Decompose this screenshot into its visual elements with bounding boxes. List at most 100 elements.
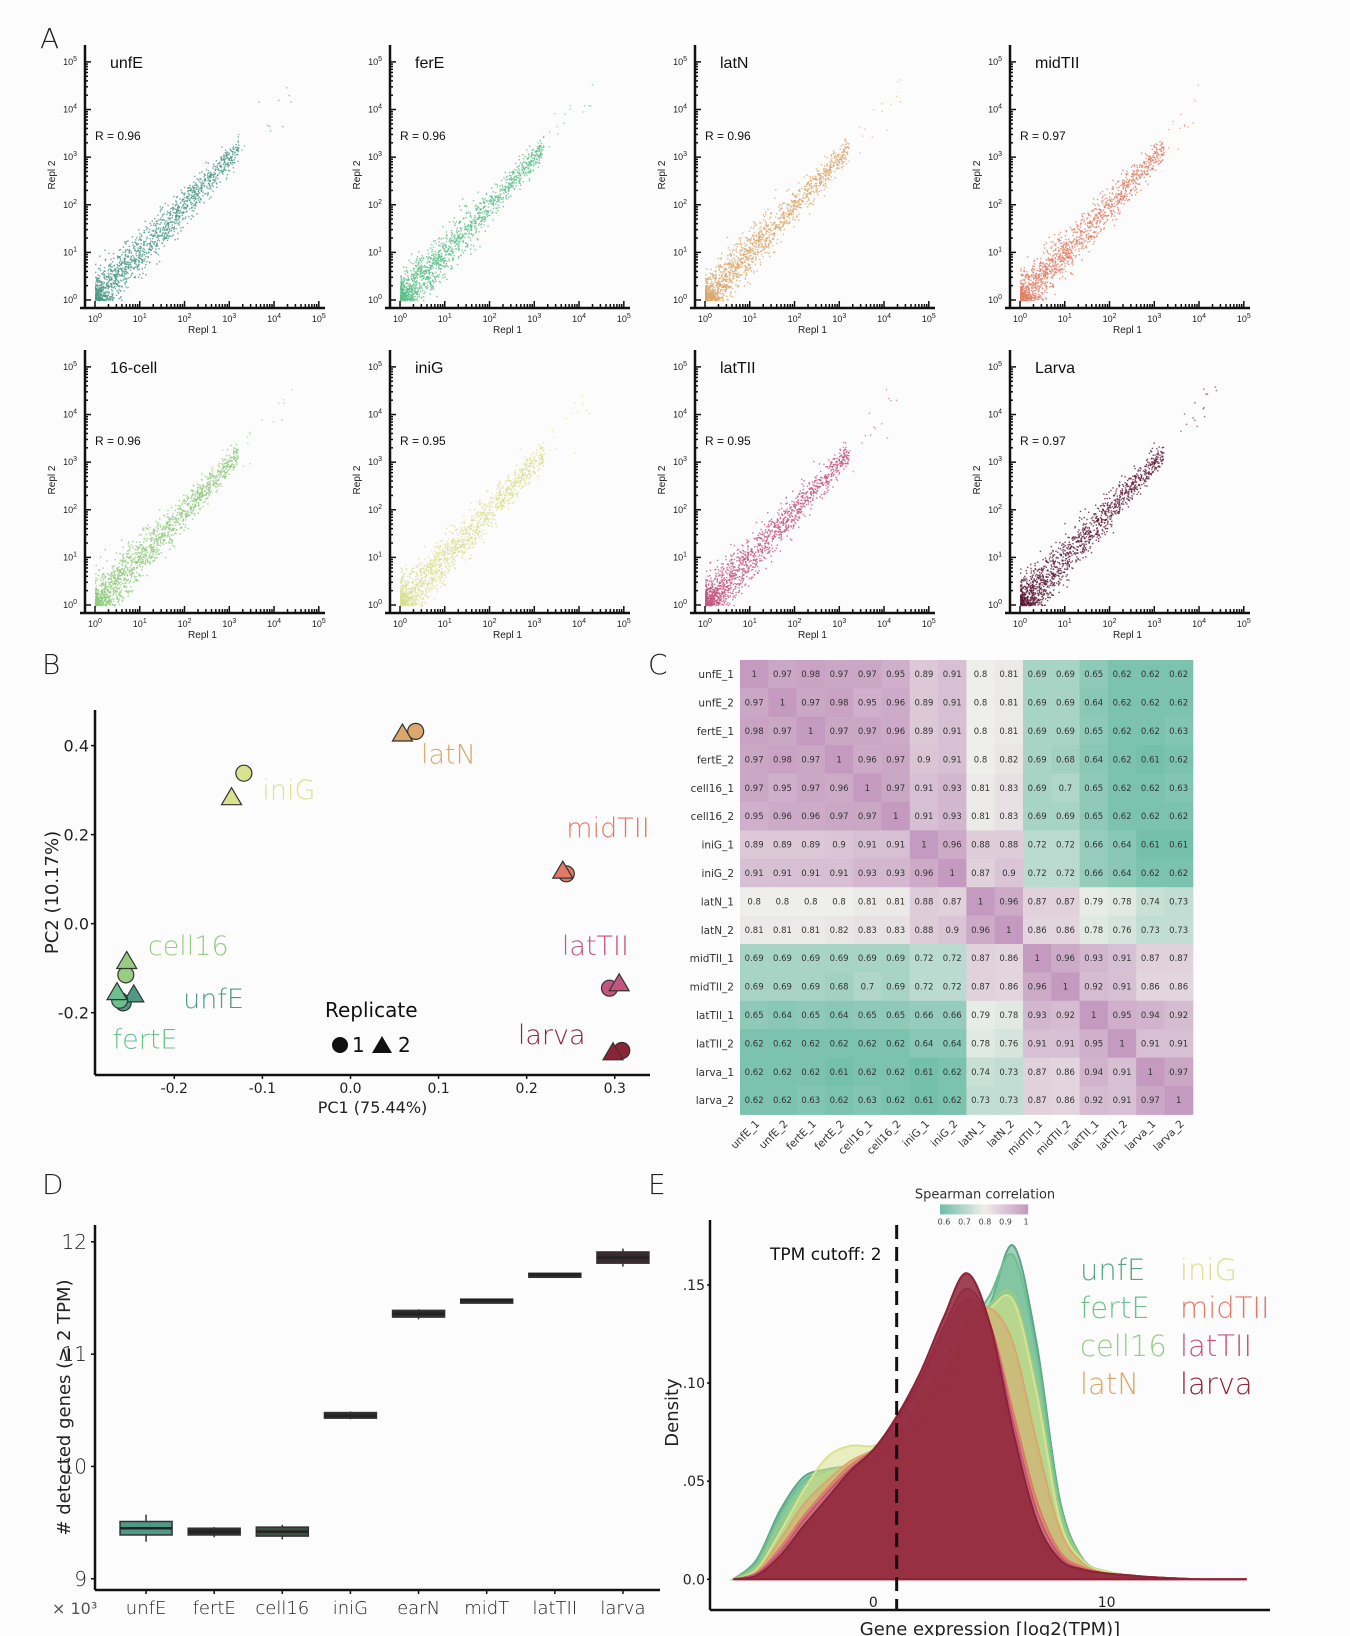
data-point xyxy=(478,211,480,213)
data-point xyxy=(1037,295,1040,298)
data-point xyxy=(95,276,97,279)
data-point xyxy=(758,237,761,240)
data-point xyxy=(754,246,756,248)
data-point xyxy=(109,265,112,267)
data-point xyxy=(401,282,403,284)
data-point xyxy=(792,213,794,216)
data-point xyxy=(510,184,512,186)
data-point xyxy=(839,157,841,159)
data-point xyxy=(470,239,472,241)
data-point xyxy=(835,158,837,160)
data-point xyxy=(758,233,760,235)
data-point xyxy=(714,270,717,273)
data-point xyxy=(822,168,825,170)
data-point xyxy=(538,150,540,152)
data-point xyxy=(462,198,464,200)
data-point xyxy=(143,240,145,243)
data-point xyxy=(810,192,812,194)
data-point xyxy=(1155,160,1157,163)
y-tick-label: 104 xyxy=(63,104,77,115)
data-point xyxy=(442,242,444,244)
data-point xyxy=(170,211,172,213)
data-point xyxy=(755,256,757,258)
data-point xyxy=(131,236,134,238)
data-point xyxy=(795,209,798,211)
data-point xyxy=(116,263,118,265)
data-point xyxy=(410,294,412,296)
data-point xyxy=(706,299,708,302)
data-point xyxy=(1027,282,1030,284)
data-point xyxy=(535,154,537,156)
data-point xyxy=(786,222,788,224)
data-point xyxy=(442,259,444,261)
data-point xyxy=(437,253,439,256)
data-point xyxy=(783,217,785,219)
y-tick-label: 100 xyxy=(673,294,687,305)
data-point xyxy=(445,241,447,243)
data-point xyxy=(412,286,415,288)
data-point xyxy=(539,155,541,157)
data-point xyxy=(760,246,762,248)
data-point xyxy=(123,271,125,273)
data-point xyxy=(468,211,470,213)
data-point xyxy=(435,242,437,245)
data-point xyxy=(183,199,185,201)
subplot-title: unfE xyxy=(110,55,143,72)
data-point xyxy=(1108,199,1110,201)
data-point xyxy=(414,290,416,293)
data-point xyxy=(1045,298,1047,300)
data-point xyxy=(136,267,138,269)
data-point xyxy=(426,262,428,264)
data-point xyxy=(818,170,820,172)
data-point xyxy=(1080,229,1082,232)
data-point xyxy=(1123,180,1126,182)
data-point xyxy=(181,214,183,217)
data-point xyxy=(187,197,189,199)
data-point xyxy=(543,135,545,138)
data-point xyxy=(407,274,409,277)
data-point xyxy=(126,249,129,251)
data-point xyxy=(759,250,762,253)
data-point xyxy=(824,171,826,174)
data-point xyxy=(824,174,826,176)
data-point xyxy=(419,271,421,273)
data-point xyxy=(125,281,127,283)
data-point xyxy=(421,255,423,257)
data-point xyxy=(421,261,423,263)
data-point xyxy=(762,256,764,258)
data-point xyxy=(734,291,737,293)
data-point xyxy=(815,187,817,189)
data-point xyxy=(1053,265,1055,268)
data-point xyxy=(1085,239,1087,242)
data-point xyxy=(1096,223,1098,225)
data-point xyxy=(178,215,181,218)
data-point xyxy=(1076,225,1078,228)
data-point xyxy=(435,258,437,260)
data-point xyxy=(1106,219,1109,222)
data-point xyxy=(428,256,430,258)
data-point xyxy=(712,288,714,290)
data-point xyxy=(705,278,707,280)
data-point xyxy=(416,281,418,283)
data-point xyxy=(739,266,741,268)
data-point xyxy=(743,285,746,287)
data-point xyxy=(521,164,523,166)
data-point xyxy=(415,259,418,262)
data-point xyxy=(419,258,421,260)
data-point xyxy=(174,219,176,221)
data-point xyxy=(195,193,197,195)
data-point xyxy=(729,249,731,251)
data-point xyxy=(1024,281,1027,284)
data-point xyxy=(207,179,209,182)
data-point xyxy=(420,269,422,272)
data-point xyxy=(502,198,504,200)
data-point xyxy=(456,263,459,266)
data-point xyxy=(750,237,753,239)
data-point xyxy=(140,247,142,249)
data-point xyxy=(768,239,770,241)
data-point xyxy=(830,165,832,167)
data-point xyxy=(425,272,428,274)
data-point xyxy=(1134,174,1136,176)
data-point xyxy=(730,279,733,282)
data-point xyxy=(450,232,453,234)
